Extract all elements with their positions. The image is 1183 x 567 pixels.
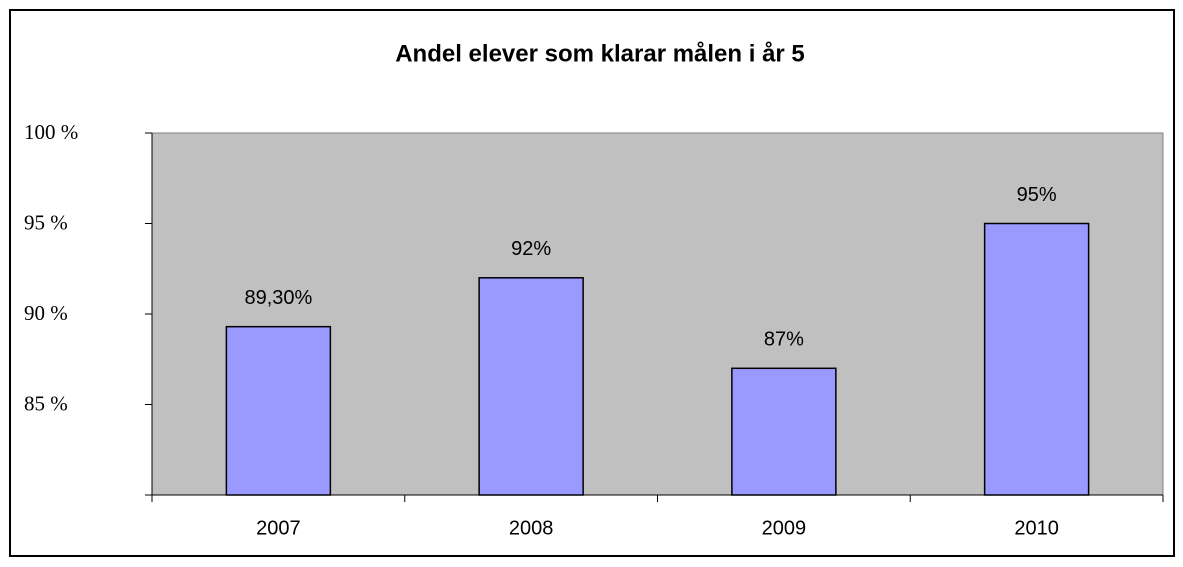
bar bbox=[731, 367, 837, 496]
x-tick-label: 2008 bbox=[509, 517, 554, 539]
value-label: 87% bbox=[764, 329, 804, 351]
x-tick-label: 2010 bbox=[1014, 517, 1059, 539]
y-tick-label: 90 % bbox=[24, 301, 68, 325]
chart-title: Andel elever som klarar målen i år 5 bbox=[395, 40, 805, 67]
bar bbox=[478, 277, 584, 496]
x-tick-label: 2009 bbox=[762, 517, 807, 539]
x-tick-label: 2007 bbox=[256, 517, 301, 539]
bar bbox=[983, 222, 1090, 496]
value-label: 92% bbox=[511, 238, 551, 260]
y-tick-label: 100 % bbox=[24, 120, 78, 144]
value-label: 95% bbox=[1017, 184, 1057, 206]
y-tick-label: 85 % bbox=[24, 391, 68, 415]
value-label: 89,30% bbox=[244, 287, 312, 309]
bar bbox=[225, 325, 332, 496]
y-tick-label: 95 % bbox=[24, 210, 68, 234]
